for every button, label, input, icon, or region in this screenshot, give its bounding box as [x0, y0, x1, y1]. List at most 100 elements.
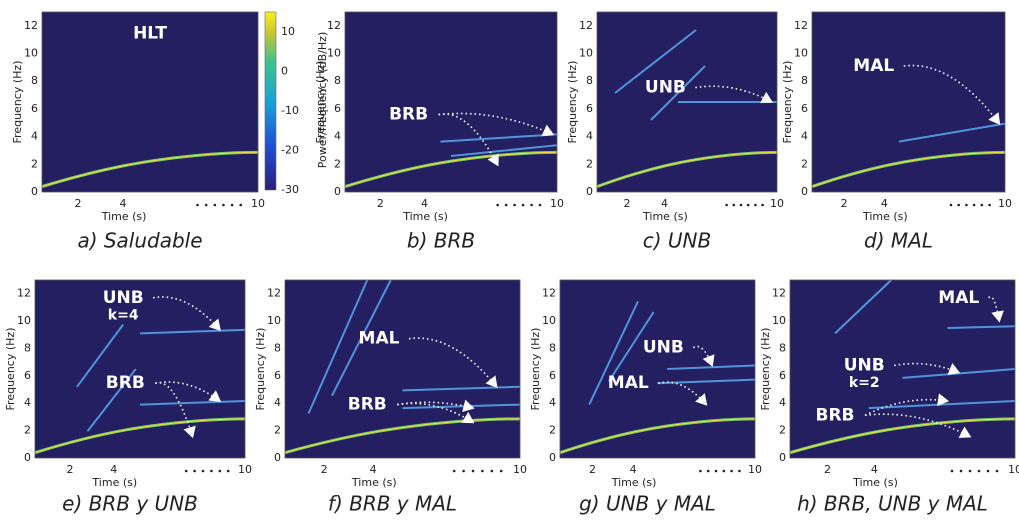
fundamental-core: [811, 151, 1006, 188]
y-tick-label: 8: [801, 74, 808, 87]
x-tick-label: 4: [421, 197, 428, 210]
x-axis-label: Time (s): [351, 476, 397, 489]
x-axis-label: Time (s): [611, 476, 657, 489]
y-tick-label: 0: [334, 185, 341, 198]
y-tick-label: 4: [549, 396, 556, 409]
plot-frame: [284, 279, 521, 459]
fundamental-core: [41, 151, 259, 188]
colorbar-label: Power/frequency (dB/Hz): [316, 32, 329, 169]
fundamental-core: [596, 151, 778, 188]
fault-trace: [657, 378, 756, 385]
tick-dot: [490, 469, 494, 473]
spectrogram: [285, 280, 520, 458]
fault-trace: [139, 328, 246, 335]
tick-dot: [218, 469, 222, 473]
caption: g) UNB y MAL: [579, 492, 716, 516]
fault-trace: [947, 325, 1016, 330]
fundamental-core: [344, 151, 558, 188]
annotation: MAL: [608, 373, 649, 393]
y-tick-label: 10: [542, 314, 556, 327]
y-tick-label: 12: [772, 287, 786, 300]
tick-dot: [988, 203, 991, 207]
x-axis-label: Time (s): [642, 210, 688, 223]
annotation: k=4: [108, 308, 139, 324]
tick-dot: [986, 469, 990, 473]
colorbar: [264, 11, 277, 191]
y-tick-label: 6: [586, 102, 593, 115]
arrow: [153, 296, 221, 332]
y-tick-label: 8: [334, 74, 341, 87]
panel: 0 2 4 6 8 10 12 2 4 10 Time (s) Frequency (Hz) b) BR…: [314, 11, 564, 253]
annotation: HLT: [133, 24, 167, 44]
y-tick-label: 2: [549, 424, 556, 437]
y-tick-label: 12: [794, 19, 808, 32]
x-tick-label: 2: [67, 463, 74, 476]
arrow: [155, 381, 196, 439]
annotation: BRB: [106, 373, 145, 393]
y-tick-label: 0: [274, 451, 281, 464]
tick-dot: [754, 203, 757, 207]
arrow: [438, 112, 555, 137]
spectrogram: [345, 12, 557, 192]
fundamental-core: [34, 418, 246, 454]
tick-dot: [761, 203, 764, 207]
y-tick-label: 12: [542, 287, 556, 300]
tick-dot: [513, 203, 516, 207]
tick-dot: [210, 469, 213, 473]
panel: 0 2 4 6 8 10 12 2 4 10 Time (s) Frequency (Hz) d) MA…: [781, 11, 1012, 253]
x-tick-label: 10: [550, 197, 564, 210]
plot-frame: [789, 279, 1016, 459]
panel: 0 2 4 6 8 10 12 2 4 10 Time (s) Frequency (Hz) f) BR…: [254, 279, 527, 516]
tick-dot: [471, 469, 475, 473]
y-tick-label: 10: [794, 47, 808, 60]
tick-dot: [481, 469, 484, 473]
y-tick-label: 4: [779, 396, 786, 409]
tick-dot: [222, 203, 225, 207]
y-tick-label: 6: [801, 102, 808, 115]
annotation: UNB: [844, 355, 885, 375]
fault-trace: [898, 122, 1006, 143]
fault-trace: [607, 311, 655, 383]
arrow: [864, 393, 950, 416]
arrow: [988, 296, 1004, 323]
plot-frame: [34, 279, 246, 459]
y-tick-label: 4: [334, 130, 341, 143]
y-tick-label: 0: [779, 451, 786, 464]
tick-dot: [201, 469, 205, 473]
fundamental-core: [789, 418, 1016, 454]
arrow: [408, 337, 498, 389]
annotation: MAL: [359, 329, 400, 349]
y-axis-label: Frequency (Hz): [254, 328, 267, 411]
tick-dot: [538, 203, 542, 207]
plot-frame: [596, 11, 778, 193]
caption: b) BRB: [407, 229, 475, 253]
annotation: MAL: [853, 56, 894, 76]
y-tick-label: 8: [779, 341, 786, 354]
y-tick-label: 2: [274, 424, 281, 437]
tick-dot: [230, 203, 234, 207]
y-tick-label: 10: [267, 314, 281, 327]
y-tick-label: 12: [24, 19, 38, 32]
y-tick-label: 8: [31, 74, 38, 87]
tick-dot: [972, 203, 976, 207]
fault-trace: [588, 300, 639, 406]
x-tick-label: 2: [75, 197, 82, 210]
y-tick-label: 12: [267, 287, 281, 300]
y-tick-label: 2: [334, 157, 341, 170]
x-axis-label: Time (s): [91, 476, 137, 489]
tick-dot: [452, 469, 456, 473]
tick-dot: [521, 203, 525, 207]
tick-dot: [213, 203, 217, 207]
x-tick-label: 4: [881, 197, 888, 210]
tick-dot: [746, 203, 750, 207]
y-tick-label: 10: [24, 47, 38, 60]
y-tick-label: 6: [334, 102, 341, 115]
tick-dot: [504, 203, 508, 207]
x-tick-label: 2: [377, 197, 384, 210]
panel: 0 2 4 6 8 10 12 2 4 10 Time (s) Frequency (Hz) g) UN…: [529, 279, 762, 516]
tick-dot: [732, 203, 736, 207]
tick-dot: [196, 203, 199, 207]
colorbar-tick-label: -30: [281, 183, 299, 196]
y-tick-label: 6: [779, 369, 786, 382]
colorbar-tick-label: 10: [281, 25, 295, 38]
